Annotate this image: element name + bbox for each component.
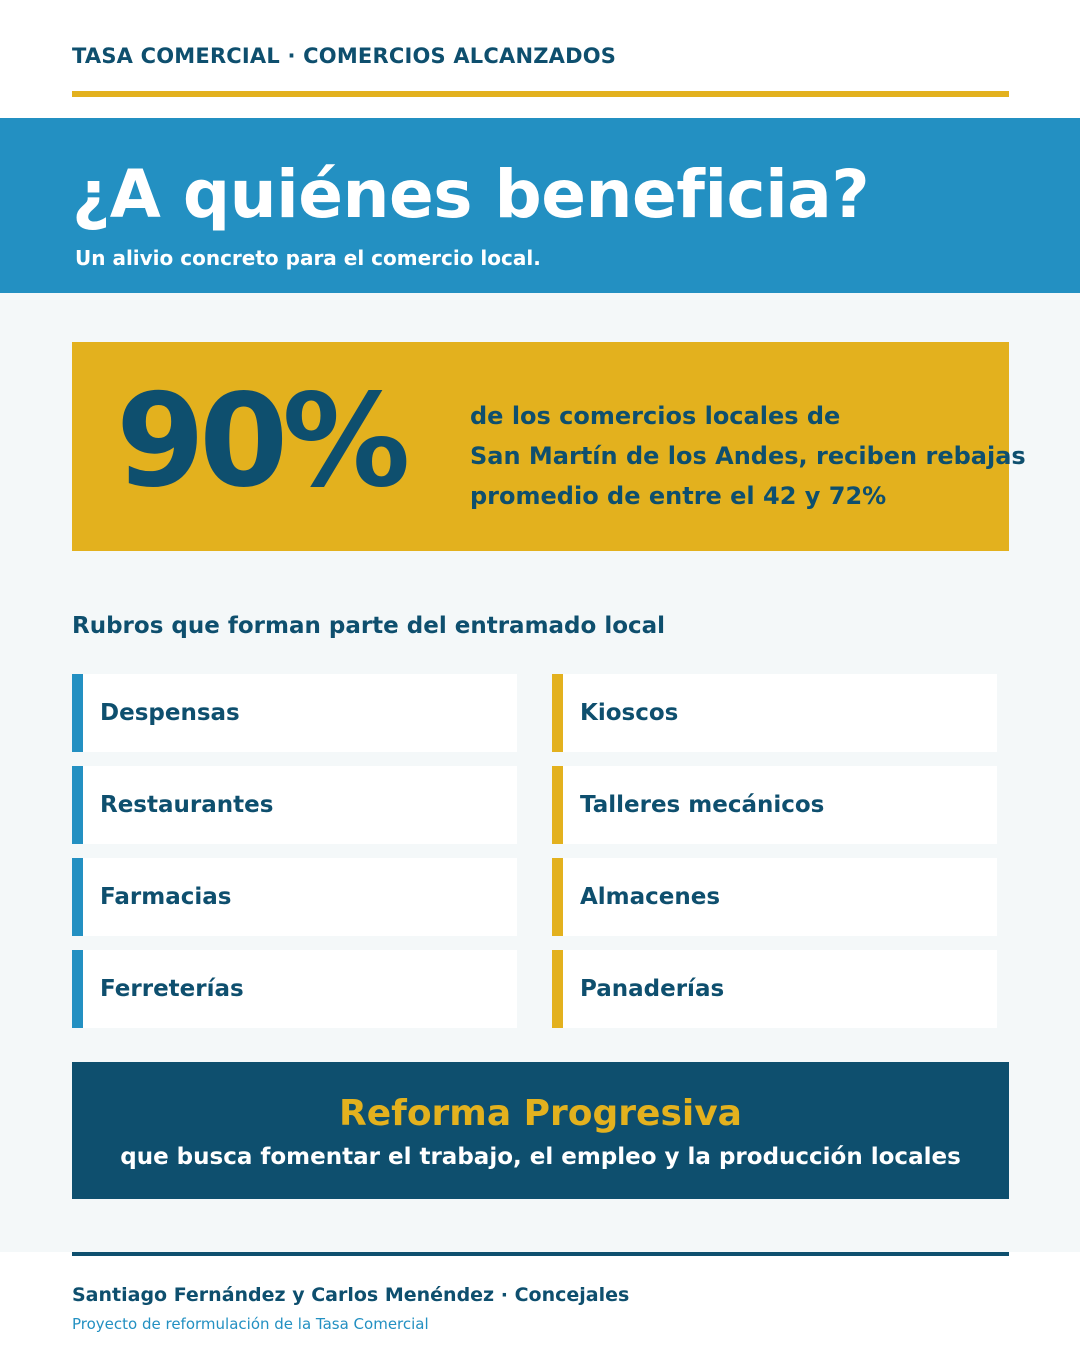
- reform-title: Reforma Progresiva: [339, 1093, 742, 1134]
- footer-project-note: Proyecto de reformulación de la Tasa Com…: [72, 1315, 429, 1333]
- rubro-label: Farmacias: [100, 884, 232, 910]
- main-content: 90% de los comercios locales de San Mart…: [0, 293, 1080, 1252]
- rubro-card-panaderias: Panaderías: [552, 950, 997, 1028]
- rubro-label: Despensas: [100, 700, 240, 726]
- accent-bar: [72, 674, 83, 752]
- page-subtitle: Un alivio concreto para el comercio loca…: [75, 246, 541, 270]
- rubros-heading: Rubros que forman parte del entramado lo…: [72, 613, 666, 639]
- stat-line: promedio de entre el 42 y 72%: [470, 482, 887, 510]
- stat-percentage: 90%: [116, 367, 410, 516]
- rubro-card-restaurantes: Restaurantes: [72, 766, 517, 844]
- stat-highlight: 90% de los comercios locales de San Mart…: [72, 342, 1026, 551]
- rubro-card-kioscos: Kioscos: [552, 674, 997, 752]
- top-header: TASA COMERCIAL · COMERCIOS ALCANZADOS: [0, 0, 1080, 118]
- accent-bar: [552, 858, 563, 936]
- rubro-label: Almacenes: [580, 884, 721, 910]
- rubro-label: Talleres mecánicos: [580, 792, 825, 818]
- footer: Santiago Fernández y Carlos Menéndez · C…: [0, 1252, 1080, 1350]
- accent-bar: [552, 674, 563, 752]
- footer-authors: Santiago Fernández y Carlos Menéndez · C…: [72, 1284, 630, 1306]
- accent-bar: [552, 766, 563, 844]
- rubro-label: Kioscos: [580, 700, 679, 726]
- stat-line: de los comercios locales de: [470, 402, 841, 430]
- rubro-label: Panaderías: [580, 976, 725, 1002]
- eyebrow-title: TASA COMERCIAL · COMERCIOS ALCANZADOS: [72, 44, 617, 68]
- accent-bar: [72, 858, 83, 936]
- rubro-card-talleres-mecanicos: Talleres mecánicos: [552, 766, 997, 844]
- reform-subtitle: que busca fomentar el trabajo, el empleo…: [120, 1144, 961, 1170]
- accent-bar: [72, 766, 83, 844]
- rubro-label: Ferreterías: [100, 976, 244, 1002]
- accent-bar: [72, 950, 83, 1028]
- footer-divider: [72, 1252, 1009, 1256]
- stat-line: San Martín de los Andes, reciben rebajas: [470, 442, 1026, 470]
- rubro-card-farmacias: Farmacias: [72, 858, 517, 936]
- rubro-card-ferreterias: Ferreterías: [72, 950, 517, 1028]
- header-divider: [72, 91, 1009, 97]
- stat-description: de los comercios locales de San Martín d…: [470, 396, 1026, 516]
- rubro-card-almacenes: Almacenes: [552, 858, 997, 936]
- reform-banner: Reforma Progresiva que busca fomentar el…: [72, 1062, 1009, 1199]
- rubro-card-despensas: Despensas: [72, 674, 517, 752]
- page-title: ¿A quiénes beneficia?: [72, 156, 870, 233]
- hero-banner: ¿A quiénes beneficia? Un alivio concreto…: [0, 118, 1080, 293]
- rubro-label: Restaurantes: [100, 792, 274, 818]
- accent-bar: [552, 950, 563, 1028]
